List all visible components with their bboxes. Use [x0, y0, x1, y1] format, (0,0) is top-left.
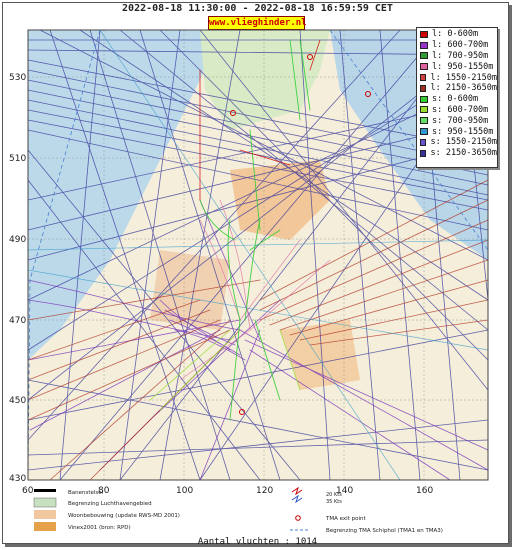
x-tick: 140 — [336, 486, 353, 496]
legend-vinex-label: Vinex2001 (bron: RPD) — [68, 525, 131, 531]
altitude-legend: l: 0-600m l: 600-700m l: 700-950m l: 950… — [416, 27, 498, 168]
tma-exit-swatch — [295, 515, 301, 521]
map-legend: Banenstelsel Begrenzing Luchthavengebied… — [33, 486, 443, 534]
time-range-title: 2022-08-18 11:30:00 - 2022-08-18 16:59:5… — [122, 3, 393, 14]
legend-swatch — [420, 95, 428, 103]
tma-exit-point — [365, 91, 371, 97]
legend-item: s: 700-950m — [420, 115, 497, 126]
x-tick: 100 — [176, 486, 193, 496]
legend-item: s: 950-1550m — [420, 126, 497, 137]
legend-label: s: 2150-3650m — [430, 148, 497, 159]
legend-housing-label: Woonbebouwing (update RWS-MD 2001) — [68, 513, 180, 519]
y-axis: 530 510 490 470 450 430 — [9, 73, 26, 484]
legend-swatch — [420, 63, 428, 71]
legend-swatch — [420, 84, 427, 92]
legend-airport-label: Begrenzing Luchthavengebied — [68, 501, 152, 507]
runway-swatch — [34, 489, 56, 492]
legend-swatch — [420, 138, 427, 146]
y-tick: 450 — [9, 396, 26, 406]
wind-20-icon — [291, 486, 303, 496]
legend-label: s: 0-600m — [432, 94, 479, 105]
flight-tracks — [27, 29, 489, 481]
green-area-north — [200, 30, 330, 130]
tma-boundary — [27, 29, 489, 481]
legend-item: l: 950-1550m — [420, 61, 497, 72]
legend-label: l: 1550-2150m — [430, 72, 497, 83]
y-tick: 430 — [9, 474, 26, 484]
legend-label: s: 600-700m — [432, 104, 489, 115]
x-tick: 120 — [256, 486, 273, 496]
legend-swatch — [420, 74, 427, 82]
x-tick: 60 — [22, 486, 34, 496]
y-tick: 510 — [9, 154, 26, 164]
tma-exit-label: TMA exit point — [325, 516, 366, 522]
legend-swatch — [420, 52, 428, 60]
legend-runway-label: Banenstelsel — [68, 490, 104, 496]
legend-label: l: 0-600m — [432, 29, 479, 40]
housing-swatch — [34, 510, 56, 519]
airport-area-swatch — [33, 497, 57, 508]
urban-area-south — [280, 320, 360, 390]
legend-item: l: 600-700m — [420, 40, 497, 51]
tma-border-label: Begrenzing TMA Schiphol (TMA1 en TMA3) — [326, 528, 443, 534]
plot-border — [27, 29, 489, 481]
legend-label: l: 700-950m — [432, 50, 489, 61]
legend-item: s: 2150-3650m — [420, 148, 497, 159]
tma-exit-point — [230, 110, 236, 116]
legend-swatch — [420, 41, 428, 49]
legend-swatch — [420, 30, 428, 38]
legend-label: s: 950-1550m — [432, 126, 494, 137]
legend-label: s: 700-950m — [432, 115, 489, 126]
legend-item: l: 0-600m — [420, 29, 497, 40]
legend-swatch — [420, 128, 428, 136]
x-tick: 80 — [98, 486, 110, 496]
y-tick: 490 — [9, 235, 26, 245]
legend-item: l: 2150-3650m — [420, 83, 497, 94]
legend-swatch — [420, 149, 427, 157]
legend-swatch — [420, 106, 428, 114]
x-axis: 60 80 100 120 140 160 — [22, 486, 433, 496]
wind-35-label: 35 Kts — [326, 499, 342, 505]
legend-item: s: 0-600m — [420, 94, 497, 105]
north-sea — [28, 30, 220, 360]
legend-item: s: 600-700m — [420, 105, 497, 116]
flight-count: Aantal vluchten : 1014 — [197, 537, 318, 547]
wind-35-icon — [291, 494, 303, 504]
legend-item: s: 1550-2150m — [420, 137, 497, 148]
legend-label: l: 2150-3650m — [430, 83, 497, 94]
tma-exit-point — [307, 54, 313, 60]
tma-exit-point — [239, 409, 245, 415]
legend-item: l: 1550-2150m — [420, 72, 497, 83]
legend-label: l: 600-700m — [432, 40, 489, 51]
x-tick: 160 — [416, 486, 433, 496]
vinex-swatch — [34, 522, 56, 531]
y-tick: 470 — [9, 316, 26, 326]
legend-label: s: 1550-2150m — [430, 137, 497, 148]
wind-20-label: 20 Kts — [326, 492, 342, 498]
legend-item: l: 700-950m — [420, 51, 497, 62]
legend-swatch — [420, 117, 428, 125]
y-tick: 530 — [9, 73, 26, 83]
legend-label: l: 950-1550m — [432, 61, 494, 72]
